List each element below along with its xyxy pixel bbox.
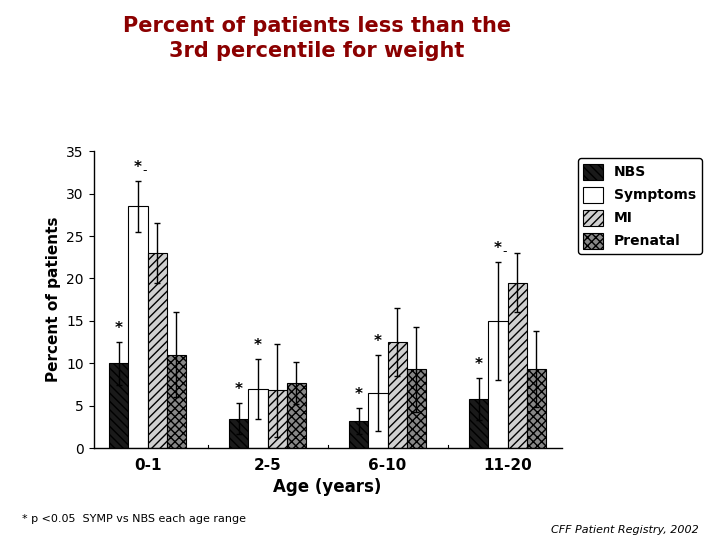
Bar bbox=[387, 342, 407, 448]
Legend: NBS, Symptoms, MI, Prenatal: NBS, Symptoms, MI, Prenatal bbox=[578, 158, 702, 254]
Text: -: - bbox=[503, 245, 508, 258]
Text: *: * bbox=[474, 357, 483, 372]
Text: * p <0.05  SYMP vs NBS each age range: * p <0.05 SYMP vs NBS each age range bbox=[22, 514, 246, 524]
Text: *: * bbox=[235, 382, 243, 397]
Bar bbox=[469, 399, 488, 448]
Bar bbox=[369, 393, 387, 448]
Bar bbox=[268, 390, 287, 448]
Text: *: * bbox=[494, 241, 502, 255]
Bar bbox=[148, 253, 167, 448]
Bar bbox=[349, 421, 369, 448]
Text: *: * bbox=[374, 334, 382, 349]
Bar bbox=[287, 383, 306, 448]
Bar bbox=[407, 369, 426, 448]
Bar bbox=[488, 321, 508, 448]
Text: *: * bbox=[114, 321, 123, 336]
Y-axis label: Percent of patients: Percent of patients bbox=[45, 217, 60, 382]
Text: -: - bbox=[143, 164, 148, 177]
Bar bbox=[248, 389, 268, 448]
Bar bbox=[109, 363, 128, 448]
Text: *: * bbox=[355, 387, 363, 402]
X-axis label: Age (years): Age (years) bbox=[274, 478, 382, 496]
Bar bbox=[128, 206, 148, 448]
Bar bbox=[527, 369, 546, 448]
Bar bbox=[229, 418, 248, 448]
Text: *: * bbox=[134, 160, 142, 175]
Text: Percent of patients less than the
3rd percentile for weight: Percent of patients less than the 3rd pe… bbox=[122, 16, 511, 61]
Text: CFF Patient Registry, 2002: CFF Patient Registry, 2002 bbox=[551, 524, 698, 535]
Bar bbox=[167, 355, 186, 448]
Text: *: * bbox=[254, 338, 262, 353]
Bar bbox=[508, 283, 527, 448]
